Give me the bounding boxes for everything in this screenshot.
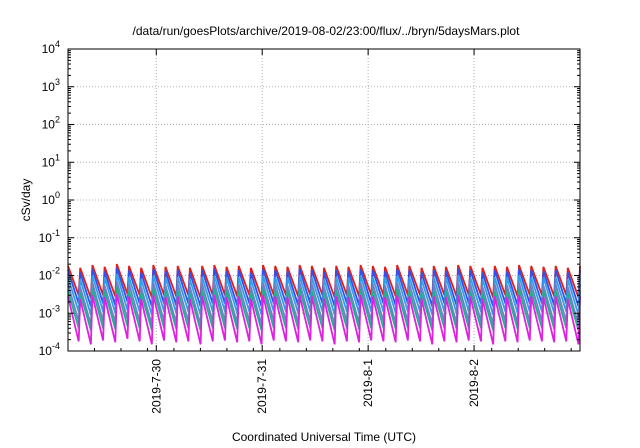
x-axis-label: Coordinated Universal Time (UTC) — [232, 430, 416, 444]
y-axis-label: cSv/day — [19, 179, 33, 222]
y-tick-label: 103 — [42, 77, 60, 94]
x-tick-label: 2019-7-31 — [255, 359, 269, 414]
y-tick-label: 10-2 — [39, 266, 60, 283]
y-tick-label: 101 — [42, 152, 60, 169]
y-tick-label: 102 — [42, 115, 60, 132]
x-tick-label: 2019-8-1 — [361, 359, 375, 407]
x-tick-label: 2019-7-30 — [149, 359, 163, 414]
series-line-1 — [67, 263, 581, 299]
y-tick-label: 104 — [42, 39, 60, 56]
series-line-3 — [67, 273, 581, 316]
y-tick-label: 10-1 — [39, 228, 60, 245]
x-tick-label: 2019-8-2 — [467, 359, 481, 407]
series-line-6 — [67, 293, 581, 345]
y-tick-label: 100 — [42, 190, 60, 207]
series-line-4 — [67, 281, 581, 325]
series-layer — [67, 263, 581, 345]
y-axis: 10-4 10-3 10-2 10-1 100 101 102 103 104 — [39, 39, 580, 358]
chart-title: /data/run/goesPlots/archive/2019-08-02/2… — [133, 24, 521, 38]
x-axis: 2019-7-30 2019-7-31 2019-8-1 2019-8-2 — [67, 49, 572, 414]
y-tick-label: 10-3 — [39, 303, 60, 320]
series-line-5 — [67, 286, 581, 331]
series-line-2 — [67, 267, 581, 307]
y-tick-label: 10-4 — [39, 341, 60, 358]
